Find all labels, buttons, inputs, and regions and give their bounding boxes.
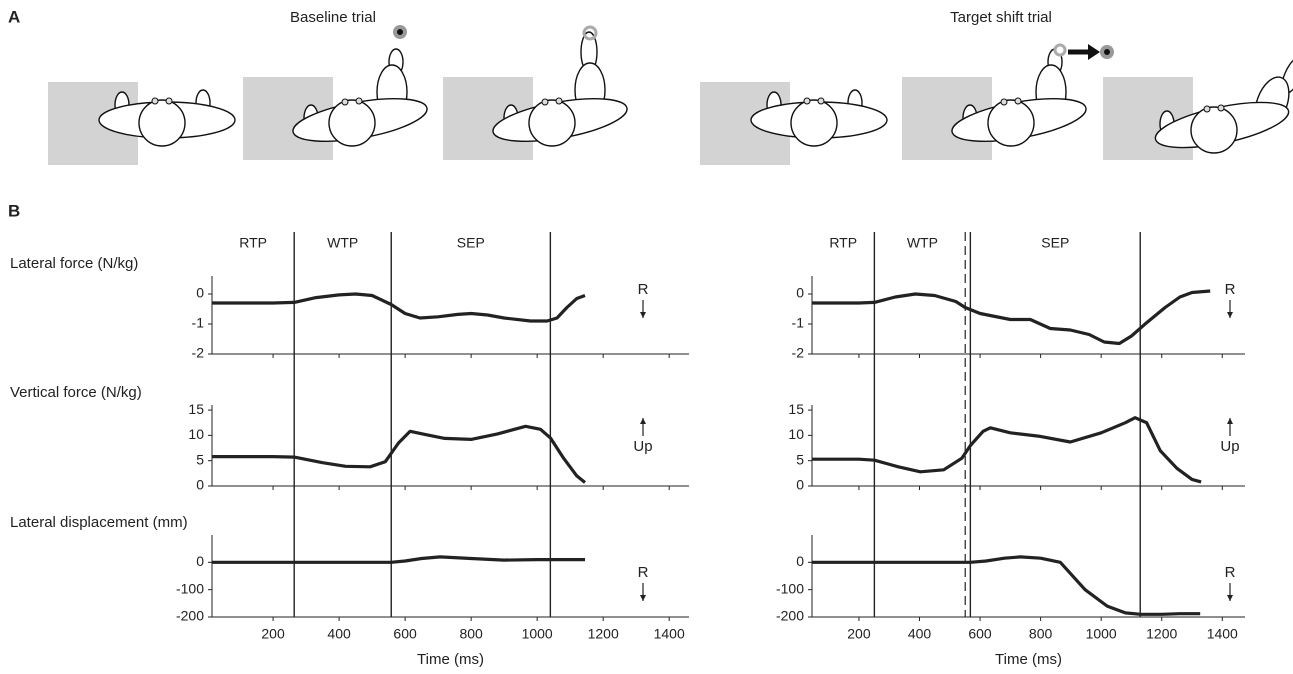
cartoon-reach	[243, 25, 428, 160]
column-title: Target shift trial	[950, 9, 1052, 26]
panel-label: A	[8, 7, 20, 26]
eye	[1217, 104, 1225, 112]
head	[528, 99, 576, 147]
eye	[151, 97, 159, 105]
direction-arrow-head	[1227, 595, 1233, 601]
y-axis-label: Lateral displacement (mm)	[10, 514, 188, 531]
y-tick-label: 10	[788, 426, 804, 442]
phase-label: RTP	[829, 235, 857, 251]
x-tick-label: 800	[459, 626, 483, 642]
old-target	[1053, 43, 1067, 57]
eye	[541, 98, 549, 106]
phase-label: SEP	[457, 235, 485, 251]
x-tick-label: 200	[261, 626, 285, 642]
y-tick-label: 5	[796, 451, 804, 467]
y-tick-label: -200	[776, 608, 804, 624]
target-center	[397, 29, 403, 35]
data-line	[212, 424, 587, 484]
eye	[165, 97, 173, 105]
phase-label: RTP	[239, 235, 267, 251]
y-tick-label: 0	[796, 553, 804, 569]
data-line	[812, 416, 1202, 484]
head	[987, 99, 1035, 147]
x-axis-label: Time (ms)	[995, 651, 1062, 668]
eye	[1000, 98, 1008, 106]
eye	[1203, 105, 1211, 113]
eye	[1014, 97, 1022, 105]
eye	[355, 97, 363, 105]
panel-label: B	[8, 201, 20, 220]
x-tick-label: 800	[1029, 626, 1053, 642]
x-tick-label: 200	[847, 626, 871, 642]
y-axis-label: Vertical force (N/kg)	[10, 384, 142, 401]
direction-arrow-head	[640, 595, 646, 601]
x-tick-label: 1400	[654, 626, 685, 642]
data-line	[212, 555, 585, 564]
y-tick-label: -1	[192, 315, 205, 331]
y-tick-label: 5	[196, 451, 204, 467]
cartoon-extend	[443, 25, 628, 160]
x-tick-label: 600	[393, 626, 417, 642]
direction-label: Up	[1220, 438, 1239, 455]
eye	[341, 98, 349, 106]
data-line	[812, 289, 1211, 346]
cartoon-rest	[700, 82, 888, 165]
x-tick-label: 400	[327, 626, 351, 642]
y-tick-label: 0	[796, 477, 804, 493]
plots: 0 -1 -2 Lateral force (N/kg) R 0 5 10 15 Vertical…	[10, 232, 1245, 668]
cartoon-rest	[48, 82, 236, 165]
x-tick-label: 1400	[1207, 626, 1238, 642]
head	[1190, 106, 1238, 154]
direction-arrow-head	[1227, 312, 1233, 318]
y-tick-label: 15	[188, 401, 204, 417]
x-axis-label: Time (ms)	[417, 651, 484, 668]
x-tick-label: 400	[908, 626, 932, 642]
direction-label: R	[1225, 564, 1236, 581]
shift-arrow-head	[1088, 44, 1100, 60]
direction-label: R	[1225, 281, 1236, 298]
y-tick-label: 0	[796, 285, 804, 301]
x-tick-label: 1200	[588, 626, 619, 642]
y-tick-label: 15	[788, 401, 804, 417]
x-tick-label: 1000	[1086, 626, 1117, 642]
direction-label: Up	[633, 438, 652, 455]
y-tick-label: -100	[176, 580, 204, 596]
target	[582, 25, 598, 41]
y-tick-label: -200	[176, 608, 204, 624]
data-line	[212, 292, 586, 323]
x-tick-label: 600	[968, 626, 992, 642]
cartoon-reach	[902, 48, 1087, 160]
x-tick-label: 1000	[522, 626, 553, 642]
target-center	[1104, 49, 1110, 55]
y-tick-label: 10	[188, 426, 204, 442]
eye	[817, 97, 825, 105]
y-tick-label: -1	[792, 315, 805, 331]
phase-label: WTP	[907, 235, 938, 251]
y-tick-label: -100	[776, 580, 804, 596]
y-tick-label: 0	[196, 285, 204, 301]
cartoon-extend-shift	[1103, 55, 1293, 160]
y-tick-label: 0	[196, 553, 204, 569]
direction-arrow-head	[640, 418, 646, 424]
head	[328, 99, 376, 147]
direction-arrow-head	[640, 312, 646, 318]
x-tick-label: 1200	[1146, 626, 1177, 642]
eye	[803, 97, 811, 105]
direction-label: R	[638, 281, 649, 298]
direction-arrow-head	[1227, 418, 1233, 424]
head	[790, 99, 838, 147]
direction-label: R	[638, 564, 649, 581]
y-axis-label: Lateral force (N/kg)	[10, 255, 138, 272]
phase-label: WTP	[327, 235, 358, 251]
y-tick-label: 0	[196, 477, 204, 493]
head	[138, 99, 186, 147]
column-title: Baseline trial	[290, 9, 376, 26]
y-tick-label: -2	[192, 345, 205, 361]
eye	[555, 97, 563, 105]
phase-label: SEP	[1041, 235, 1069, 251]
y-tick-label: -2	[792, 345, 805, 361]
data-line	[812, 555, 1201, 616]
